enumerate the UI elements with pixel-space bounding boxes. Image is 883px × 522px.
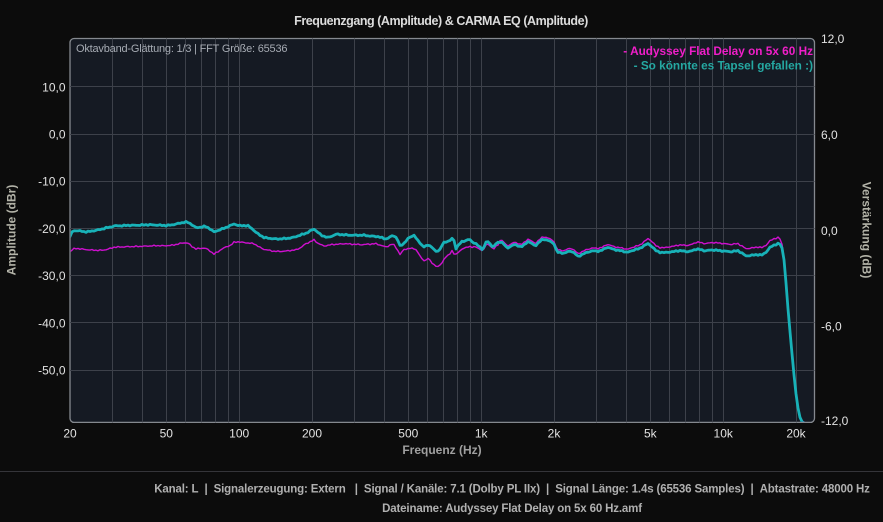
svg-text:Dateiname: Audyssey Flat Delay: Dateiname: Audyssey Flat Delay on 5x 60 … [382, 503, 642, 515]
svg-text:200: 200 [302, 426, 322, 440]
svg-text:-50,0: -50,0 [38, 364, 66, 378]
svg-text:2k: 2k [548, 426, 562, 440]
svg-text:20: 20 [63, 426, 77, 440]
svg-text:Oktavband-Glättung: 1/3 | FFT: Oktavband-Glättung: 1/3 | FFT Größe: 655… [76, 43, 287, 55]
svg-text:6,0: 6,0 [821, 128, 838, 142]
svg-text:-12,0: -12,0 [821, 414, 849, 428]
svg-text:-30,0: -30,0 [38, 269, 66, 283]
svg-text:-6,0: -6,0 [821, 320, 842, 334]
svg-text:-40,0: -40,0 [38, 316, 66, 330]
svg-text:10,0: 10,0 [42, 80, 66, 94]
svg-text:500: 500 [398, 426, 418, 440]
svg-text:5k: 5k [644, 426, 658, 440]
svg-text:50: 50 [160, 426, 174, 440]
svg-text:1k: 1k [475, 426, 489, 440]
svg-text:Verstärkung (dB): Verstärkung (dB) [860, 182, 874, 279]
svg-text:Frequenzgang (Amplitude) & CAR: Frequenzgang (Amplitude) & CARMA EQ (Amp… [294, 14, 588, 28]
svg-text:100: 100 [229, 426, 249, 440]
svg-text:Kanal: L | Signalerzeugung:: Kanal: L | Signalerzeugung: Extern | Sig… [154, 483, 870, 495]
svg-text:Frequenz (Hz): Frequenz (Hz) [402, 443, 481, 457]
svg-text:- Audyssey Flat Delay on 5x 60: - Audyssey Flat Delay on 5x 60 Hz [623, 44, 813, 58]
svg-text:20k: 20k [786, 426, 806, 440]
svg-text:12,0: 12,0 [821, 32, 845, 46]
svg-text:-20,0: -20,0 [38, 222, 66, 236]
svg-text:0,0: 0,0 [49, 128, 66, 142]
svg-text:0,0: 0,0 [821, 224, 838, 238]
svg-text:-10,0: -10,0 [38, 175, 66, 189]
svg-text:10k: 10k [714, 426, 734, 440]
svg-text:Amplitude (dBr): Amplitude (dBr) [5, 185, 19, 276]
svg-text:- So könnte es Tapsel gefallen: - So könnte es Tapsel gefallen :) [634, 59, 813, 73]
